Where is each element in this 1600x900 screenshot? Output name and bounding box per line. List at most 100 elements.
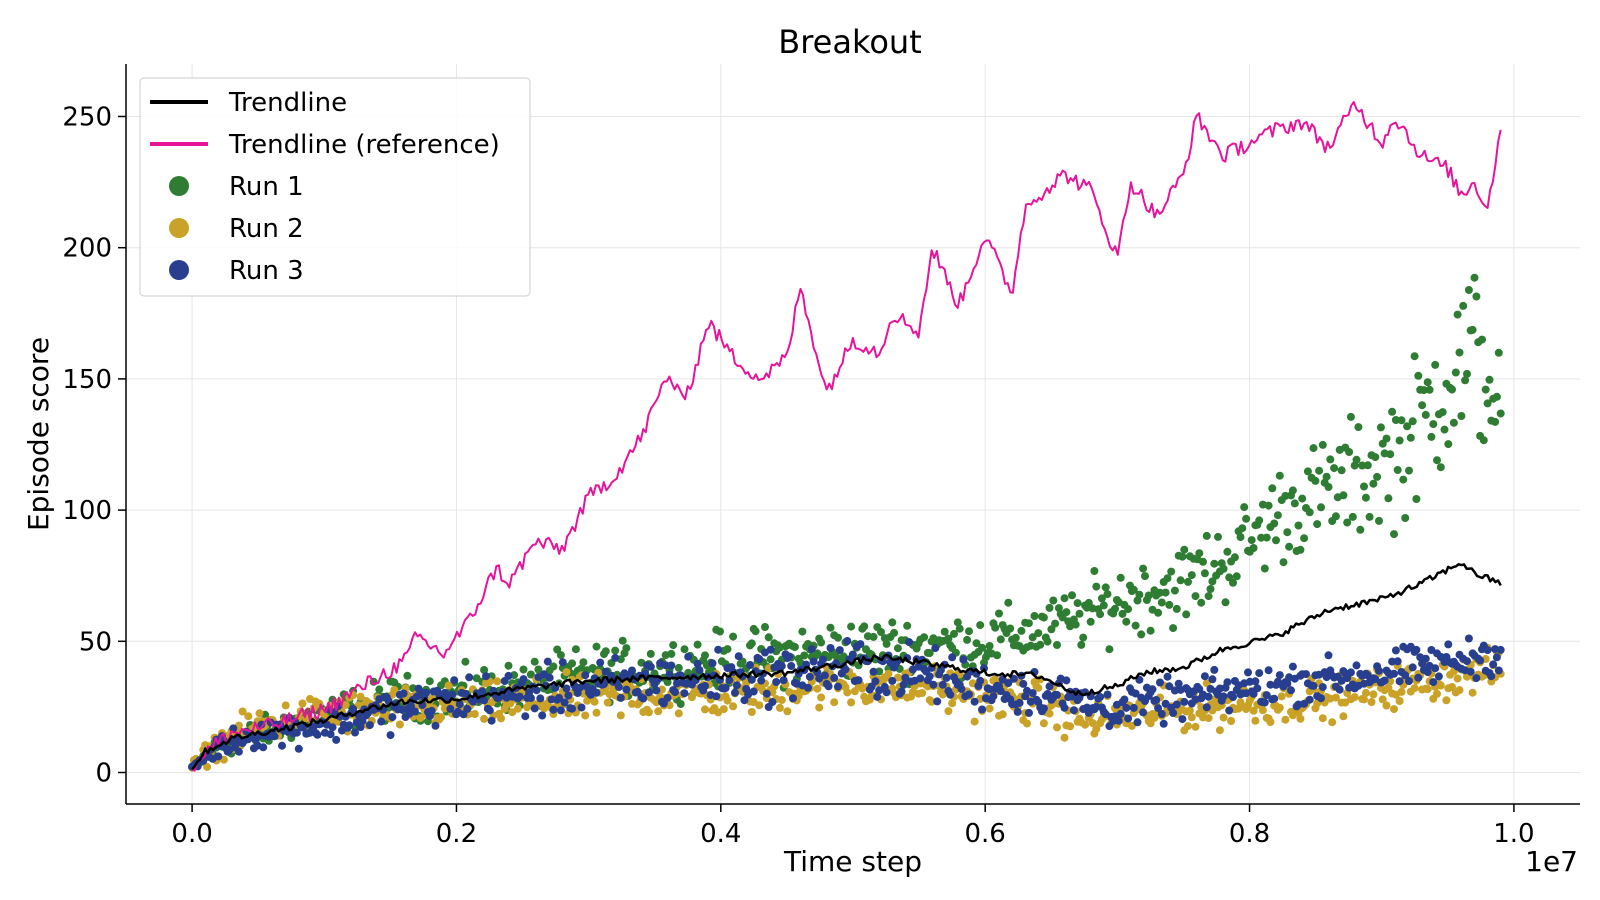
data-point bbox=[1303, 467, 1312, 476]
data-point bbox=[834, 682, 842, 691]
data-point bbox=[1187, 713, 1196, 722]
data-point bbox=[1337, 466, 1346, 475]
data-point bbox=[815, 703, 824, 712]
x-tick-label: 0.2 bbox=[436, 819, 477, 849]
data-point bbox=[616, 711, 625, 720]
data-point bbox=[684, 652, 693, 661]
data-point bbox=[826, 644, 835, 652]
data-point bbox=[1339, 712, 1348, 721]
x-offset-label: 1e7 bbox=[1525, 845, 1578, 878]
data-point bbox=[1262, 533, 1271, 542]
data-point bbox=[1324, 651, 1333, 660]
data-point bbox=[1408, 663, 1417, 672]
data-point bbox=[1225, 706, 1234, 715]
data-point bbox=[1405, 466, 1413, 475]
data-point bbox=[877, 628, 885, 636]
data-point bbox=[652, 686, 661, 695]
data-point bbox=[1346, 412, 1355, 421]
data-point bbox=[1262, 691, 1271, 700]
data-point bbox=[761, 623, 769, 631]
data-point bbox=[1180, 545, 1189, 554]
data-point bbox=[345, 721, 354, 730]
data-point bbox=[1210, 665, 1219, 674]
data-point bbox=[403, 671, 412, 680]
data-point bbox=[332, 735, 341, 744]
data-point bbox=[978, 643, 987, 652]
data-point bbox=[1045, 682, 1054, 691]
data-point bbox=[1139, 564, 1148, 573]
data-point bbox=[1146, 626, 1155, 635]
data-point bbox=[1079, 633, 1088, 642]
data-point bbox=[712, 692, 721, 701]
data-point bbox=[1060, 733, 1069, 742]
data-point bbox=[450, 676, 459, 685]
data-point bbox=[1118, 609, 1127, 618]
data-point bbox=[800, 651, 809, 660]
data-point bbox=[1043, 637, 1052, 646]
data-point bbox=[1255, 516, 1264, 525]
data-point bbox=[787, 662, 796, 670]
data-point bbox=[903, 621, 912, 630]
data-point bbox=[835, 646, 844, 655]
data-point bbox=[234, 747, 243, 756]
y-tick-label: 50 bbox=[79, 627, 112, 657]
data-point bbox=[820, 671, 829, 680]
data-point bbox=[1399, 475, 1408, 484]
data-point bbox=[388, 713, 397, 722]
data-point bbox=[1129, 703, 1138, 712]
data-point bbox=[1120, 695, 1129, 704]
data-point bbox=[238, 707, 247, 716]
data-point bbox=[817, 693, 826, 702]
data-point bbox=[948, 699, 957, 708]
data-point bbox=[996, 687, 1005, 696]
data-point bbox=[674, 709, 683, 718]
data-point bbox=[1481, 385, 1490, 394]
data-point bbox=[856, 640, 865, 649]
data-point bbox=[444, 681, 453, 690]
data-point bbox=[1436, 463, 1445, 472]
y-tick-label: 0 bbox=[95, 759, 112, 789]
data-point bbox=[1414, 371, 1423, 380]
data-point bbox=[817, 638, 826, 647]
data-point bbox=[1122, 703, 1131, 712]
data-point bbox=[1403, 422, 1412, 431]
data-point bbox=[1433, 689, 1441, 698]
data-point bbox=[1139, 708, 1148, 717]
data-point bbox=[1156, 678, 1164, 687]
data-point bbox=[616, 693, 625, 702]
data-point bbox=[1165, 682, 1174, 691]
data-point bbox=[1154, 608, 1163, 617]
data-point bbox=[1423, 668, 1432, 677]
data-point bbox=[747, 675, 756, 684]
data-point bbox=[358, 717, 367, 726]
data-point bbox=[1367, 698, 1376, 706]
data-point bbox=[1068, 591, 1076, 600]
data-point bbox=[1275, 703, 1284, 712]
legend: Trendline Trendline (reference) Run 1 Run 2… bbox=[139, 77, 531, 297]
axes bbox=[125, 64, 1580, 805]
data-point bbox=[1390, 530, 1398, 539]
data-point bbox=[1429, 420, 1438, 429]
data-point bbox=[1255, 669, 1264, 678]
data-point bbox=[916, 674, 925, 683]
data-point bbox=[1346, 668, 1355, 677]
data-point bbox=[1290, 499, 1299, 508]
data-point bbox=[1148, 685, 1157, 694]
data-point bbox=[1496, 409, 1505, 418]
data-point bbox=[1156, 588, 1164, 597]
data-point bbox=[1463, 369, 1471, 378]
data-point bbox=[1296, 714, 1305, 723]
data-point bbox=[395, 720, 404, 729]
data-point bbox=[564, 691, 573, 700]
data-point bbox=[1071, 620, 1080, 629]
data-point bbox=[1165, 600, 1174, 609]
data-point bbox=[1223, 547, 1232, 556]
data-point bbox=[1483, 646, 1492, 655]
data-point bbox=[1129, 585, 1138, 594]
data-point bbox=[1352, 455, 1361, 464]
data-point bbox=[1169, 624, 1178, 633]
data-point bbox=[1137, 630, 1146, 639]
data-point bbox=[1232, 572, 1241, 581]
data-point bbox=[1154, 704, 1163, 713]
data-point bbox=[377, 717, 386, 726]
